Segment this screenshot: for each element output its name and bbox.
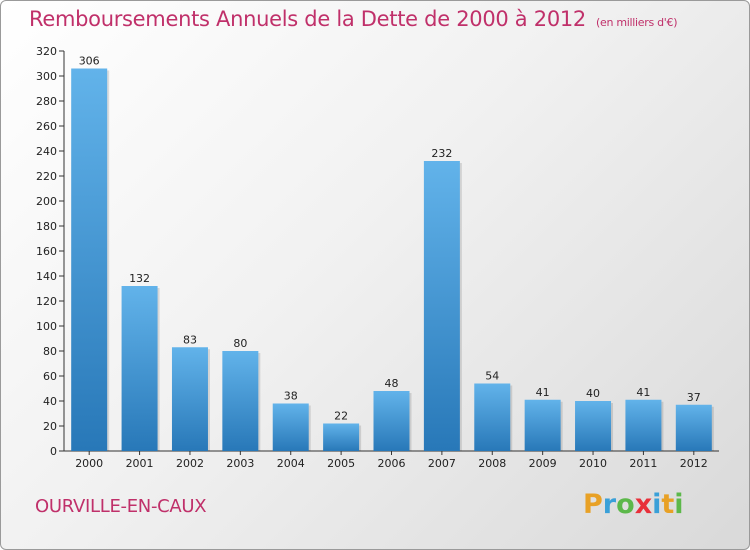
bar — [323, 423, 360, 451]
bar-value-label: 22 — [334, 410, 348, 423]
bar — [625, 399, 662, 451]
x-tick-label: 2003 — [226, 457, 254, 470]
bar-value-label: 306 — [79, 55, 100, 68]
y-tick-label: 140 — [36, 270, 57, 283]
bar — [423, 161, 460, 451]
y-tick-label: 20 — [43, 420, 57, 433]
x-tick-label: 2004 — [277, 457, 305, 470]
x-tick-label: 2008 — [478, 457, 506, 470]
x-axis: 2000 2001 2002 2003 2004 2005 2006 2007 2008 2009… — [64, 450, 719, 470]
y-tick-label: 180 — [36, 220, 57, 233]
chart-title-text: Remboursements Annuels de la Dette de 20… — [29, 7, 586, 31]
bar-value-label: 83 — [183, 333, 197, 346]
x-tick-label: 2010 — [579, 457, 607, 470]
x-tick-label: 2005 — [327, 457, 355, 470]
bar-value-label: 41 — [636, 386, 650, 399]
logo-letter: i — [652, 489, 662, 520]
place-name: OURVILLE-EN-CAUX — [35, 496, 207, 517]
chart-unit: (en milliers d'€) — [596, 16, 678, 29]
logo-letter: x — [634, 489, 653, 520]
x-tick-label: 2007 — [428, 457, 456, 470]
value-labels: 306 132 83 80 38 22 48 232 54 41 40 41 37 — [79, 55, 701, 423]
bar — [121, 286, 158, 451]
bar — [171, 347, 208, 451]
y-tick-label: 160 — [36, 245, 57, 258]
y-tick-label: 200 — [36, 195, 57, 208]
bar-value-label: 38 — [284, 390, 298, 403]
bar-value-label: 232 — [431, 147, 452, 160]
bar — [524, 399, 561, 451]
proxiti-logo: Proxiti — [583, 489, 684, 520]
bar-value-label: 80 — [233, 337, 247, 350]
x-tick-label: 2002 — [176, 457, 204, 470]
bar — [474, 383, 511, 451]
bar — [675, 404, 712, 451]
x-tick-label: 2012 — [680, 457, 708, 470]
logo-letter: t — [661, 489, 675, 520]
y-tick-label: 300 — [36, 70, 57, 83]
logo-letter: P — [583, 489, 603, 520]
x-tick-label: 2001 — [126, 457, 154, 470]
bar-value-label: 132 — [129, 272, 150, 285]
y-tick-label: 120 — [36, 295, 57, 308]
chart-title: Remboursements Annuels de la Dette de 20… — [29, 7, 677, 31]
bar — [222, 351, 259, 451]
x-tick-label: 2011 — [629, 457, 657, 470]
bar-value-label: 40 — [586, 387, 600, 400]
y-tick-label: 280 — [36, 95, 57, 108]
logo-letter: i — [674, 489, 684, 520]
y-tick-label: 320 — [36, 45, 57, 58]
bar-value-label: 54 — [485, 370, 499, 383]
bar-value-label: 48 — [385, 377, 399, 390]
y-tick-label: 100 — [36, 320, 57, 333]
bar — [575, 401, 612, 451]
bar-value-label: 37 — [687, 391, 701, 404]
y-tick-label: 40 — [43, 395, 57, 408]
logo-letter: r — [602, 489, 617, 520]
y-axis: 0 20 40 60 80 100 120 140 160 180 200 220 240 260 280 3… — [36, 45, 65, 458]
y-tick-label: 0 — [50, 445, 57, 458]
bar — [272, 403, 309, 451]
bar — [71, 68, 108, 451]
bar — [373, 391, 410, 451]
y-tick-label: 240 — [36, 145, 57, 158]
y-tick-label: 60 — [43, 370, 57, 383]
y-tick-label: 220 — [36, 170, 57, 183]
y-tick-label: 80 — [43, 345, 57, 358]
logo-letter: o — [616, 489, 635, 520]
x-tick-label: 2000 — [75, 457, 103, 470]
x-tick-label: 2009 — [529, 457, 557, 470]
bars — [71, 68, 714, 451]
x-tick-label: 2006 — [378, 457, 406, 470]
y-tick-label: 260 — [36, 120, 57, 133]
bar-value-label: 41 — [536, 386, 550, 399]
